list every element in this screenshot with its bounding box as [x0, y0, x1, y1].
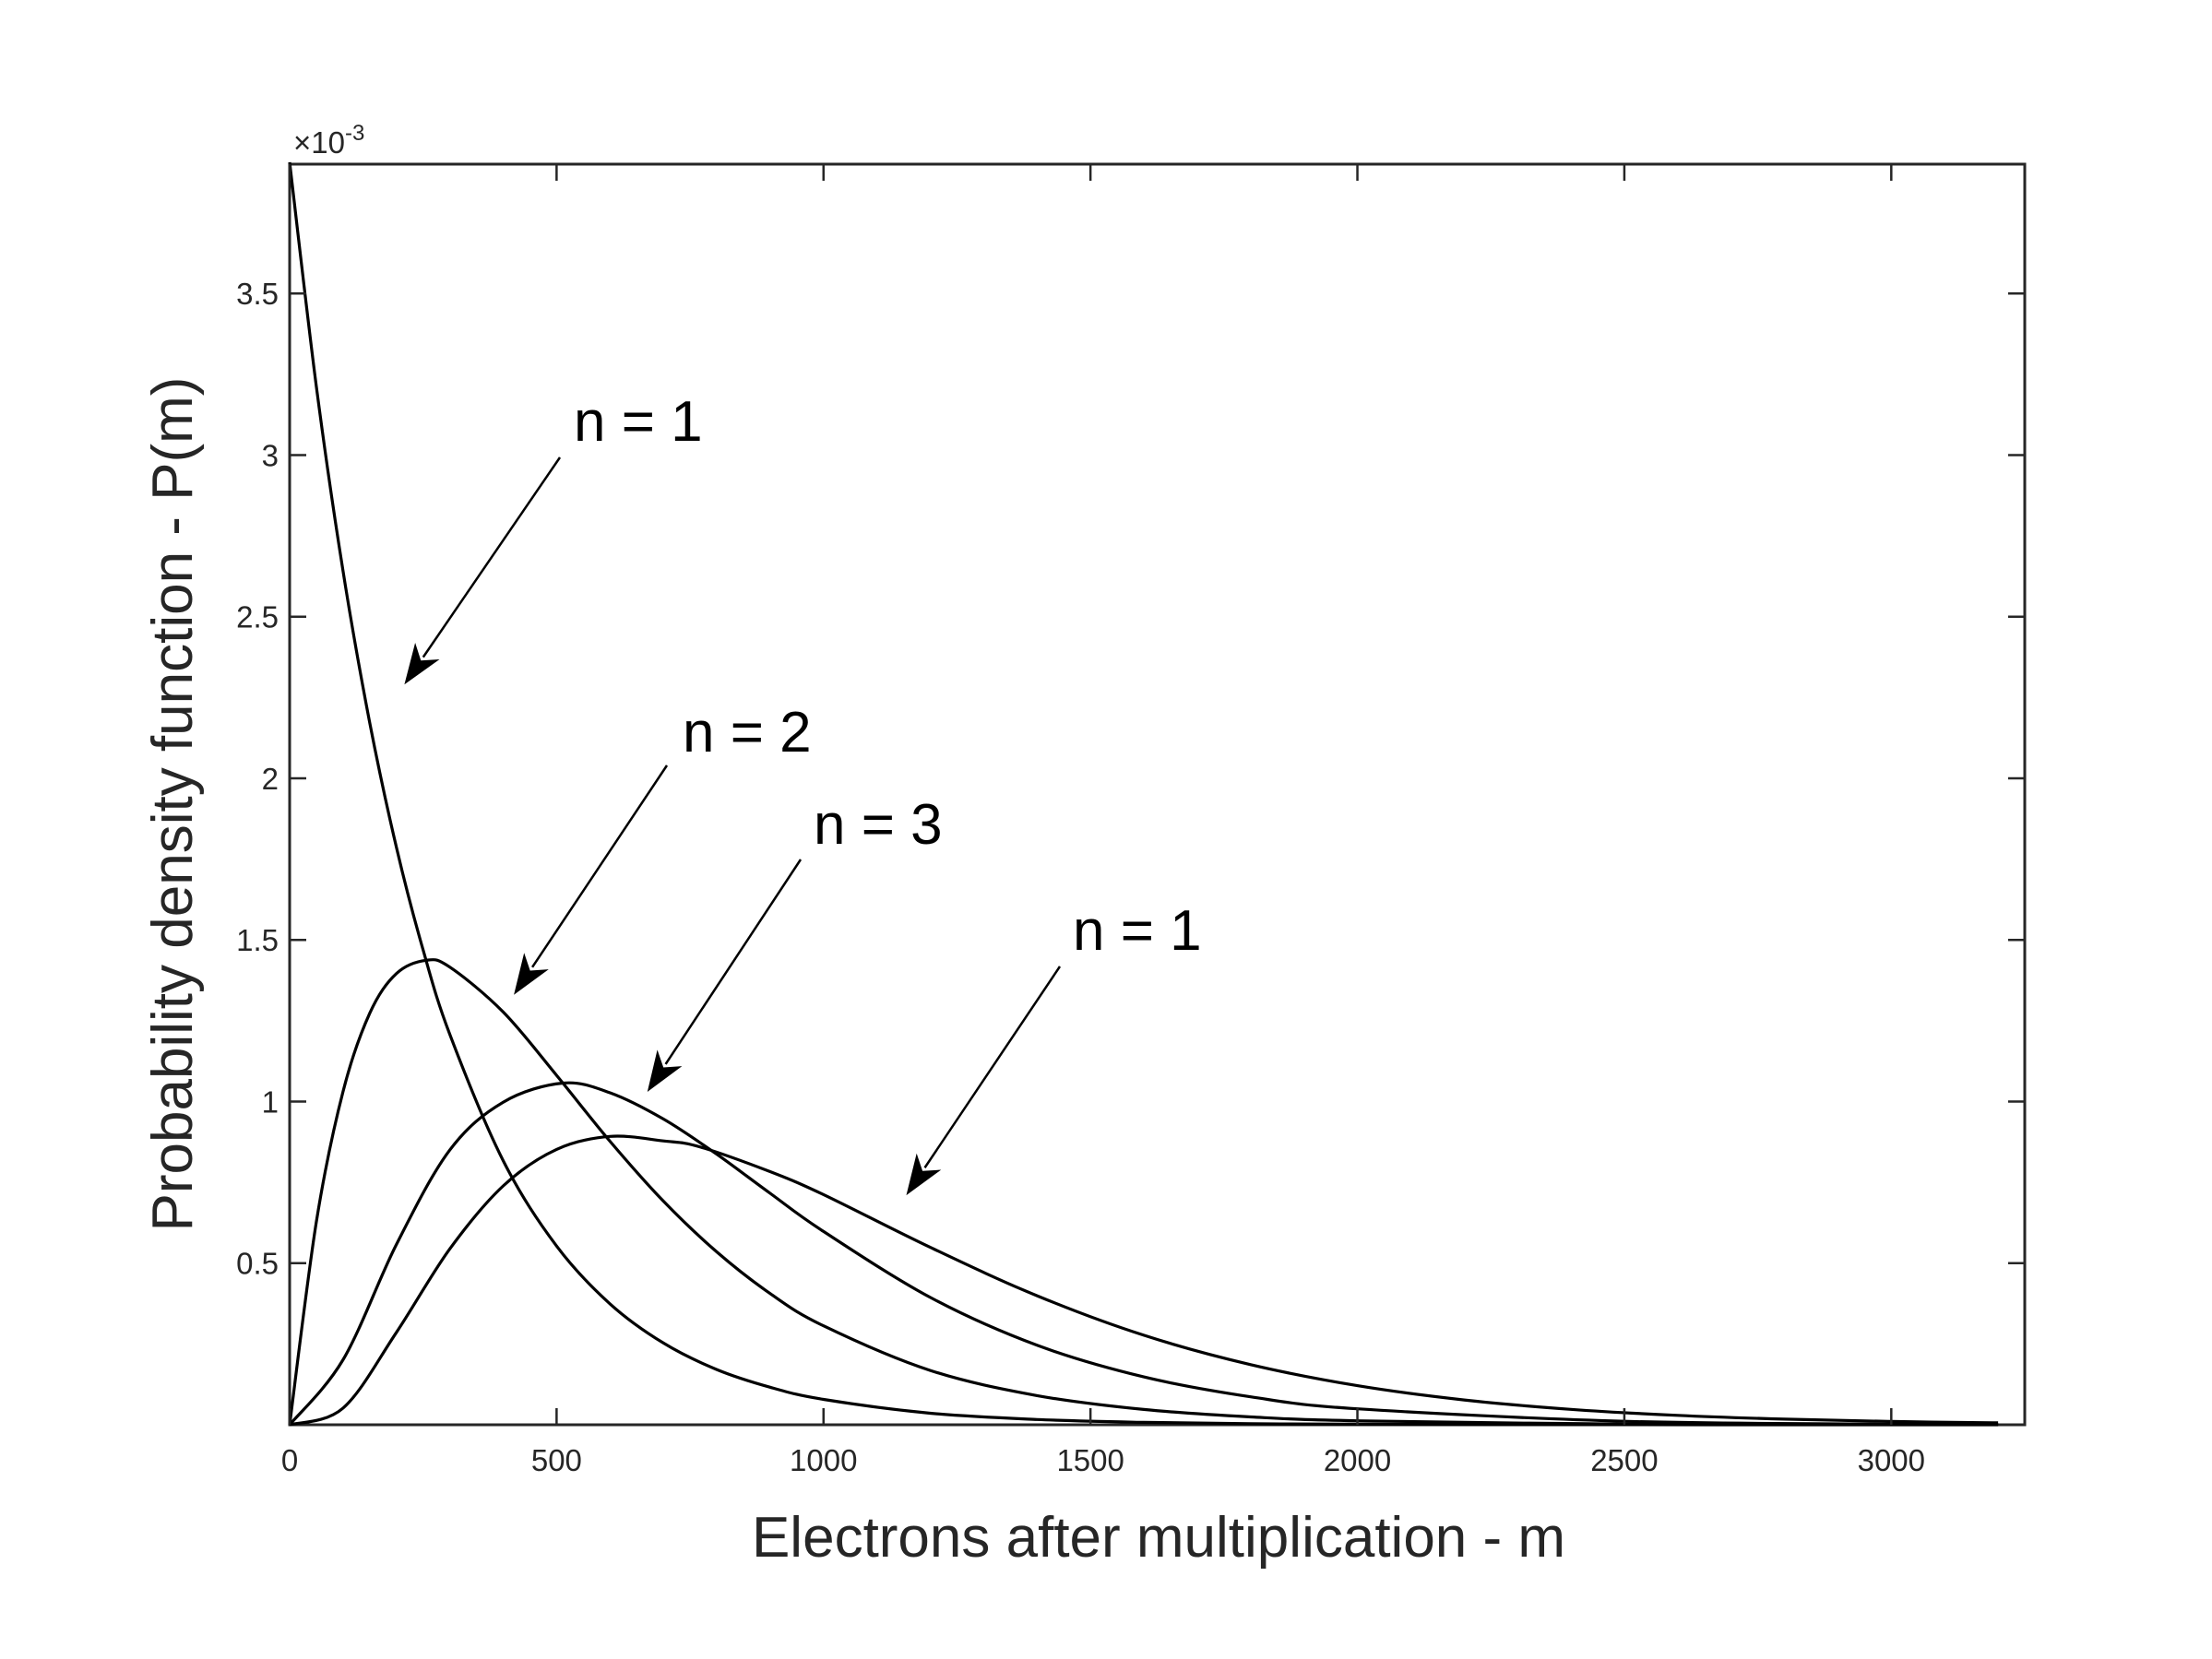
y-axis-exponent: ×10-3	[293, 121, 364, 160]
annotation-layer: n = 1 n = 2n = 3 n = 1	[404, 390, 1202, 1196]
annotation-arrow-head	[404, 643, 440, 685]
x-axis-ticks: 0 500 1000 1500 2000 2500 3000	[281, 164, 1925, 1477]
y-tick-label: 2	[262, 762, 279, 796]
x-tick-label: 2000	[1324, 1443, 1391, 1477]
annotation-4: n = 1	[906, 899, 1202, 1196]
series-line-3	[288, 1081, 1999, 1427]
y-tick-label: 3	[262, 438, 279, 472]
y-tick-label: 3.5	[236, 277, 279, 311]
annotation-3: n = 3	[647, 793, 943, 1092]
x-tick-label: 0	[281, 1443, 298, 1477]
annotation-arrow-shaft	[664, 859, 803, 1065]
annotation-1: n = 1	[404, 390, 703, 685]
annotation-label: n = 1	[1073, 899, 1202, 963]
annotation-arrow-head	[514, 953, 549, 995]
series-line-1	[288, 161, 1999, 1427]
annotation-arrow-shaft	[422, 456, 562, 658]
x-tick-label: 1500	[1056, 1443, 1124, 1477]
annotation-arrow-head	[647, 1049, 683, 1092]
plot-frame	[288, 162, 2027, 1427]
annotation-arrow-shaft	[923, 966, 1062, 1168]
y-axis-label: Probability density function - P(m)	[141, 377, 205, 1232]
series-line-2	[288, 958, 1999, 1427]
plot-area	[288, 162, 2027, 1427]
x-tick-label: 1000	[790, 1443, 857, 1477]
y-exponent-base: ×10	[293, 125, 345, 160]
annotation-arrow-shaft	[531, 764, 669, 968]
y-tick-label: 1.5	[236, 923, 279, 957]
x-tick-label: 500	[531, 1443, 582, 1477]
x-tick-label: 3000	[1858, 1443, 1925, 1477]
y-tick-label: 0.5	[236, 1247, 279, 1281]
x-tick-label: 2500	[1590, 1443, 1658, 1477]
annotation-arrow-head	[906, 1153, 942, 1196]
y-axis-ticks: 0.5 1 1.5 2 2.5 3 3.5	[236, 277, 2025, 1281]
annotation-label: n = 1	[574, 390, 703, 454]
series-line-4	[289, 1134, 1999, 1427]
annotation-label: n = 2	[683, 701, 812, 764]
y-tick-label: 1	[262, 1084, 279, 1119]
y-tick-label: 2.5	[236, 600, 279, 634]
annotation-label: n = 3	[814, 793, 943, 857]
series-layer	[288, 161, 1999, 1427]
annotation-2: n = 2	[514, 701, 812, 995]
y-exponent-power: -3	[345, 121, 364, 146]
x-axis-label: Electrons after multiplication - m	[752, 1506, 1565, 1570]
